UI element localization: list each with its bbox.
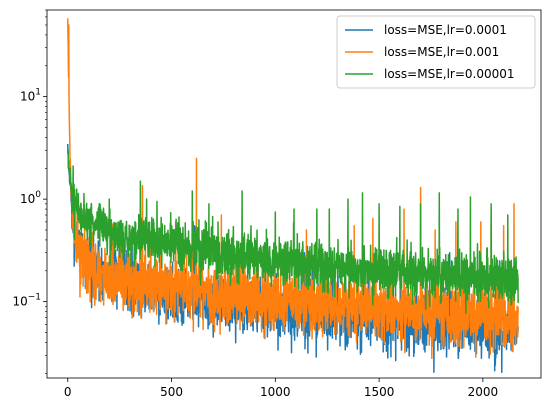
x-tick-label-0: 0 [64,385,72,399]
y-tick-label-0: 10−1 [12,293,41,309]
series-line-1 [67,18,519,360]
plot-frame [46,9,542,379]
x-tick-label-2: 1000 [260,385,291,399]
x-tick-label-3: 1500 [364,385,395,399]
y-tick-label-2: 101 [20,88,41,104]
y-tick-label-1: 100 [20,190,41,206]
x-tick-label-1: 500 [160,385,183,399]
series-layer [67,18,519,374]
legend-frame [336,15,536,89]
x-tick-label-4: 2000 [468,385,499,399]
legend-label-0: loss=MSE,lr=0.0001 [384,23,507,37]
legend: loss=MSE,lr=0.0001 loss=MSE,lr=0.001 los… [336,15,536,89]
legend-label-1: loss=MSE,lr=0.001 [384,45,499,59]
legend-label-2: loss=MSE,lr=0.00001 [384,67,515,81]
series-line-2 [67,150,519,314]
axes-layer: 0 500 1000 1500 2000 10−1 100 101 [12,9,542,399]
